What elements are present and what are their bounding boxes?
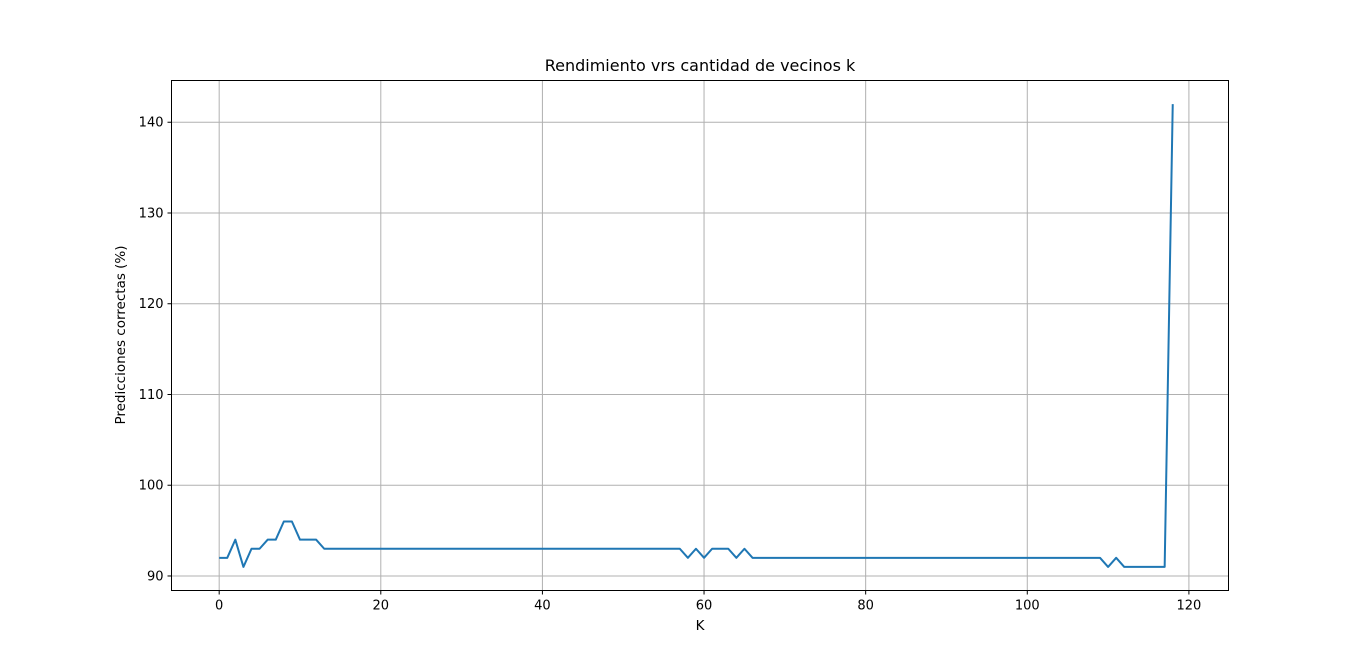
x-tick-label: 80	[857, 599, 874, 614]
axes-frame	[171, 80, 1229, 591]
x-tick-label: 40	[534, 599, 551, 614]
series-line	[219, 104, 1174, 568]
ticks: 0 20 40 60 80 100 120 90 100 110 120 130 140	[139, 116, 1202, 614]
x-tick-label: 100	[1015, 599, 1040, 614]
y-tick-label: 100	[139, 479, 164, 494]
chart-title: Rendimiento vrs cantidad de vecinos k	[545, 56, 856, 75]
y-tick-label: 130	[139, 206, 164, 221]
x-tick-label: 0	[215, 599, 223, 614]
x-tick-label: 60	[696, 599, 713, 614]
y-tick-label: 90	[147, 569, 164, 584]
x-tick-label: 20	[373, 599, 390, 614]
x-tick-label: 120	[1176, 599, 1201, 614]
plot-area	[219, 104, 1174, 568]
y-tick-label: 140	[139, 116, 164, 131]
y-axis-label: Predicciones correctas (%)	[113, 245, 129, 424]
x-axis-label: K	[696, 618, 706, 634]
y-tick-label: 120	[139, 297, 164, 312]
y-tick-label: 110	[139, 388, 164, 403]
grid	[171, 80, 1229, 591]
